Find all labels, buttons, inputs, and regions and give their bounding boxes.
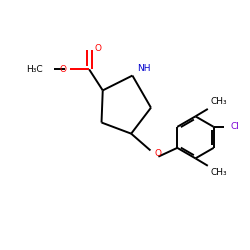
Text: H₃C: H₃C (26, 65, 43, 74)
Text: O: O (155, 150, 162, 158)
Text: Cl: Cl (230, 122, 239, 131)
Text: O: O (60, 65, 67, 74)
Text: O: O (94, 44, 102, 53)
Text: CH₃: CH₃ (210, 98, 227, 106)
Text: CH₃: CH₃ (210, 168, 227, 177)
Text: NH: NH (137, 64, 151, 72)
